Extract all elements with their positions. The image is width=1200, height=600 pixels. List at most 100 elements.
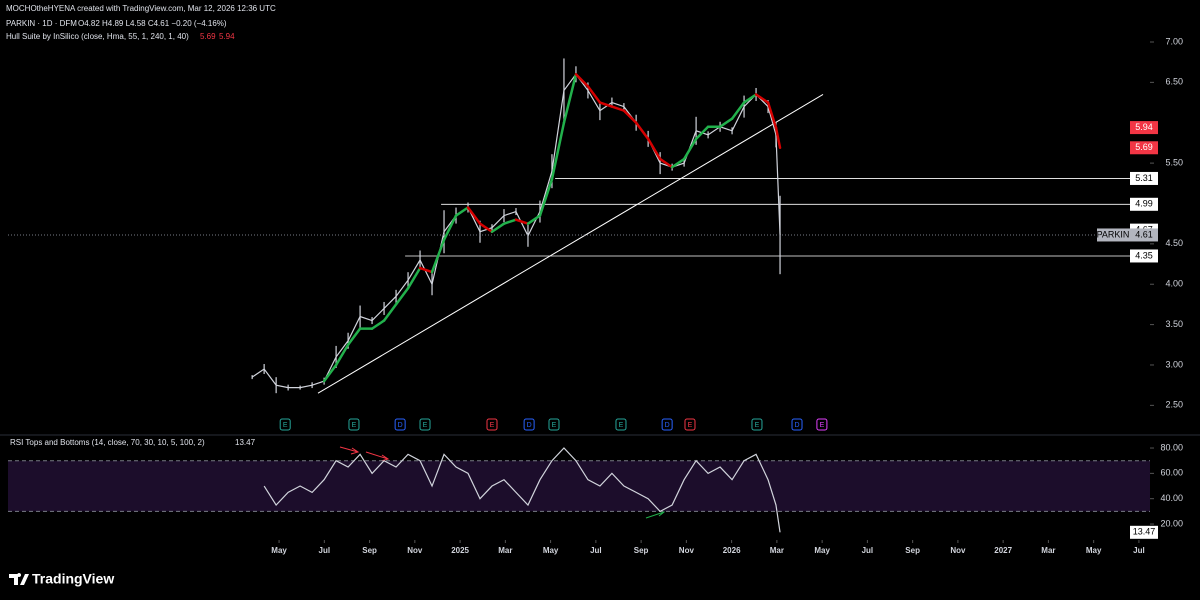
event-label: E xyxy=(688,422,693,429)
hull-segment xyxy=(646,137,662,161)
event-label: E xyxy=(755,422,760,429)
hull-segment xyxy=(334,343,350,367)
hull-legend-value: 5.69 xyxy=(200,32,216,41)
symbol: PARKIN · 1D · DFM xyxy=(6,19,77,28)
hull-segment xyxy=(514,218,530,225)
price-badge-label: 5.94 xyxy=(1135,122,1153,132)
x-tick-label: 2027 xyxy=(994,546,1012,555)
rsi-line xyxy=(263,447,781,533)
event-label: E xyxy=(619,422,624,429)
x-tick-label: May xyxy=(1086,546,1102,555)
x-tick-label: Jul xyxy=(862,546,874,555)
price-badge xyxy=(1130,197,1158,211)
price-badge-label: 4.61 xyxy=(1135,229,1153,239)
y-tick-label: 20.00 xyxy=(1160,518,1183,528)
x-tick-label: 2026 xyxy=(723,546,741,555)
x-tick-label: Jul xyxy=(590,546,602,555)
event-marker xyxy=(419,418,431,431)
hull-segment xyxy=(466,206,482,225)
hull-segment xyxy=(406,266,422,290)
ohlc: O4.82 H4.89 L4.58 C4.61 −0.20 (−4.16%) xyxy=(78,19,227,28)
event-label: D xyxy=(527,422,532,429)
y-tick-label: 3.00 xyxy=(1165,359,1183,369)
hull-segment xyxy=(694,125,710,141)
y-tick-label: 3.50 xyxy=(1165,319,1183,329)
hull-segment xyxy=(478,222,494,233)
hull-segment xyxy=(682,137,698,161)
event-marker xyxy=(348,418,360,431)
trendline xyxy=(317,94,824,394)
hull-segment xyxy=(430,238,446,274)
event-label: D xyxy=(794,422,799,429)
hull-segment xyxy=(322,363,338,383)
hull-segment xyxy=(442,214,458,242)
price-badge-label: 13.47 xyxy=(1133,527,1156,537)
x-tick-label: May xyxy=(543,546,559,555)
y-tick-label: 60.00 xyxy=(1160,468,1183,478)
event-marker xyxy=(661,418,673,431)
x-tick-label: Nov xyxy=(407,546,423,555)
price-badge xyxy=(1130,171,1158,185)
hull-segment xyxy=(718,117,734,129)
price-badge-label: 4.99 xyxy=(1135,199,1153,209)
event-marker xyxy=(791,418,803,431)
hull-segment xyxy=(658,157,674,169)
hull-segment xyxy=(538,178,554,217)
x-tick-label: 2025 xyxy=(451,546,469,555)
annotation-arrow xyxy=(339,446,390,462)
credit: MOCHOtheHYENA created with TradingView.c… xyxy=(6,4,276,13)
hull-segment xyxy=(766,101,778,129)
symbol-badge-label: PARKIN xyxy=(1097,229,1130,239)
hull-segment xyxy=(418,266,434,274)
rsi-band xyxy=(8,460,1150,512)
price-badge-label: 5.69 xyxy=(1135,142,1153,152)
x-tick-label: Sep xyxy=(362,546,377,555)
event-marker xyxy=(615,418,627,431)
x-tick-label: Mar xyxy=(498,546,512,555)
event-marker xyxy=(548,418,560,431)
y-tick-label: 5.50 xyxy=(1165,157,1183,167)
price-badge xyxy=(1130,228,1158,242)
event-marker xyxy=(816,418,828,431)
y-tick-label: 4.00 xyxy=(1165,279,1183,289)
x-tick-label: Sep xyxy=(634,546,649,555)
hull-segment xyxy=(622,109,638,124)
event-label: E xyxy=(552,422,557,429)
hull-segment xyxy=(730,101,746,120)
hull-legend: Hull Suite by InSilico (close, Hma, 55, … xyxy=(6,32,189,41)
hull-segment xyxy=(634,121,650,141)
hull-segment xyxy=(526,214,542,225)
hull-segment xyxy=(562,73,578,124)
logo: TradingView xyxy=(9,571,114,587)
event-label: E xyxy=(423,422,428,429)
logo-text: TradingView xyxy=(32,571,114,587)
price-badge xyxy=(1130,249,1158,263)
event-label: E xyxy=(283,422,288,429)
x-tick-label: Jul xyxy=(1133,546,1145,555)
hull-segment xyxy=(586,85,602,104)
event-label: D xyxy=(398,422,403,429)
event-label: E xyxy=(820,422,825,429)
price-badge xyxy=(1130,141,1158,155)
y-tick-label: 80.00 xyxy=(1160,442,1183,452)
price-badge-label: 5.31 xyxy=(1135,173,1153,183)
x-tick-label: Mar xyxy=(770,546,784,555)
x-tick-label: Sep xyxy=(905,546,920,555)
y-tick-label: 2.50 xyxy=(1165,400,1183,410)
hull-segment xyxy=(598,101,614,108)
y-tick-label: 7.00 xyxy=(1165,36,1183,46)
price-badge xyxy=(1130,121,1158,135)
hull-segment xyxy=(754,93,770,104)
hull-segment xyxy=(774,126,782,150)
event-label: D xyxy=(665,422,670,429)
hull-segment xyxy=(550,121,566,181)
price-badge-label: 4.35 xyxy=(1135,250,1153,260)
hull-segment xyxy=(742,93,758,104)
event-marker xyxy=(394,418,406,431)
price-badge xyxy=(1130,525,1158,539)
hull-segment xyxy=(382,303,398,322)
hull-segment xyxy=(610,105,626,112)
hull-segment xyxy=(370,319,386,330)
event-label: E xyxy=(352,422,357,429)
rsi-legend-value: 13.47 xyxy=(235,438,256,447)
